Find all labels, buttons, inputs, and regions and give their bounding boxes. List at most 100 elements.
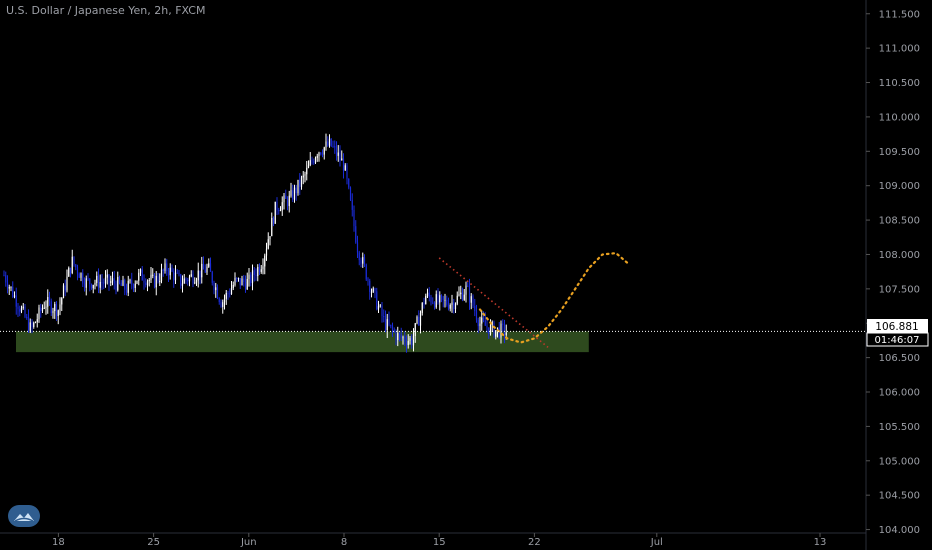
candle-body	[75, 264, 77, 268]
candle-body	[83, 283, 86, 288]
candle-body	[391, 325, 394, 330]
y-tick-label: 110.000	[879, 112, 920, 123]
candle-body	[17, 306, 19, 310]
candle-body	[248, 274, 250, 279]
candle-body	[467, 285, 469, 287]
candle-body	[108, 274, 110, 283]
candle-body	[360, 260, 362, 264]
candle-body	[402, 337, 404, 339]
candle-body	[180, 274, 182, 286]
candle-body	[59, 304, 61, 311]
candle-body	[330, 138, 332, 146]
candle-body	[486, 325, 488, 328]
candle-body	[295, 187, 297, 194]
candle-body	[124, 280, 126, 290]
candle-body	[479, 323, 481, 327]
candle-body	[8, 287, 10, 289]
candle-body	[236, 278, 238, 280]
candle-body	[208, 263, 210, 267]
candle-body	[55, 304, 58, 316]
countdown-box	[866, 332, 929, 347]
candle-body	[19, 309, 21, 312]
candle-body	[346, 165, 348, 179]
candle-body	[222, 302, 224, 307]
candle-body	[131, 280, 133, 285]
candle-body	[45, 306, 47, 308]
candle-body	[435, 294, 437, 308]
candle-body	[243, 278, 245, 283]
countdown-value: 01:46:07	[875, 335, 920, 346]
candle-body	[164, 263, 166, 271]
candle-body	[286, 198, 289, 207]
candle-body	[185, 278, 187, 280]
candle-body	[433, 303, 436, 308]
candle-body	[20, 307, 23, 312]
candle-body	[118, 277, 121, 283]
candle-body	[271, 217, 273, 237]
candle-body	[234, 278, 236, 285]
candle-body	[3, 275, 5, 277]
candle-body	[283, 195, 285, 203]
candle-body	[73, 256, 75, 265]
candle-body	[339, 152, 341, 161]
candle-body	[454, 303, 457, 310]
candle-body	[132, 284, 135, 288]
candle-body	[6, 282, 9, 289]
candle-body	[318, 152, 320, 157]
candle-body	[475, 311, 478, 320]
candle-body	[194, 282, 196, 284]
candle-body	[122, 280, 124, 286]
candle-body	[470, 296, 472, 303]
candle-body	[215, 287, 217, 291]
candle-body	[334, 146, 336, 148]
candle-body	[503, 324, 506, 335]
candle-body	[174, 272, 177, 281]
candle-body	[444, 299, 446, 301]
candle-body	[229, 293, 231, 295]
candle-body	[10, 286, 12, 288]
candle-body	[26, 316, 28, 318]
candle-body	[498, 327, 500, 338]
tradingview-logo[interactable]	[8, 505, 40, 527]
candle-body	[216, 287, 219, 299]
candle-body	[421, 302, 423, 313]
x-tick-label: Jun	[240, 537, 257, 548]
y-tick-label: 109.000	[879, 181, 920, 192]
candle-body	[29, 322, 31, 332]
candle-body	[117, 277, 119, 291]
candle-body	[110, 281, 112, 283]
y-tick-label: 108.500	[879, 216, 920, 227]
candle-body	[365, 264, 367, 280]
candle-body	[104, 277, 107, 284]
candle-body	[358, 252, 360, 261]
trendline-layer	[438, 257, 549, 348]
candle-body	[260, 269, 262, 272]
candle-body	[199, 270, 201, 278]
candle-body	[348, 178, 350, 188]
candle-body	[393, 329, 395, 332]
candle-body	[481, 317, 483, 324]
candle-body	[61, 298, 63, 305]
candle-body	[398, 333, 401, 335]
candle-body	[101, 281, 103, 283]
candle-body	[262, 266, 264, 270]
candle-body	[87, 278, 89, 280]
time-axis[interactable]: 18 25 Jun 8 15 22 Jul 13	[52, 533, 826, 548]
candle-body	[309, 160, 311, 166]
candle-body	[288, 195, 290, 207]
candle-body	[493, 322, 495, 337]
candle-body	[321, 154, 324, 156]
candle-body	[384, 316, 387, 331]
candle-body	[12, 286, 14, 297]
candle-body	[379, 305, 381, 307]
candle-body	[425, 295, 427, 305]
candle-body	[148, 279, 150, 282]
candle-body	[220, 302, 222, 307]
y-tick-label: 109.500	[879, 147, 920, 158]
candle-body	[68, 267, 70, 277]
candle-body	[160, 269, 163, 281]
bearish-trendline[interactable]	[438, 257, 549, 348]
candle-body	[362, 257, 364, 264]
candle-body	[269, 236, 271, 240]
